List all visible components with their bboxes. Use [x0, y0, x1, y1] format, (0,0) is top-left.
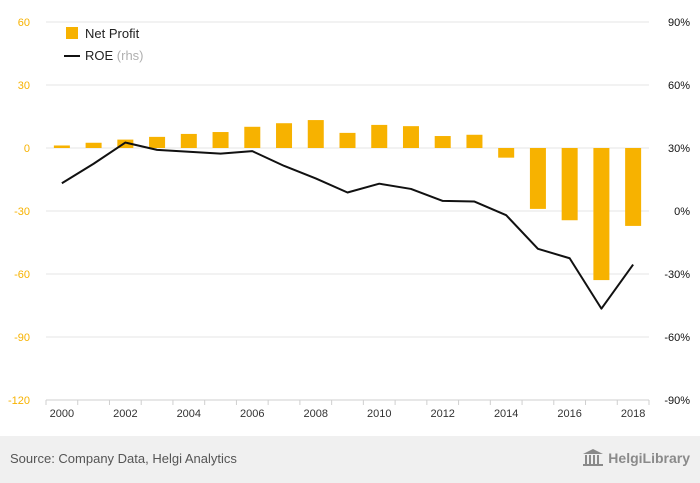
x-tick-label: 2014 — [494, 408, 518, 420]
bar-net-profit — [117, 139, 134, 148]
bar-net-profit — [212, 132, 229, 148]
bar-net-profit — [434, 136, 451, 148]
y-right-tick-label: 90% — [668, 17, 690, 29]
y-right-tick-label: 0% — [674, 206, 690, 218]
bar-net-profit — [625, 148, 642, 226]
bar-net-profit — [498, 148, 515, 158]
x-tick-label: 2016 — [557, 408, 581, 420]
footer-band — [0, 436, 700, 483]
y-right-tick-label: -90% — [664, 395, 690, 407]
x-tick-label: 2012 — [430, 408, 454, 420]
bar-net-profit — [276, 123, 293, 148]
y-left-tick-label: -60 — [14, 269, 30, 281]
chart-canvas: 60 30 0 -30 -60 -90 -120 90% 60% 30% 0% -30% -60% -90… — [8, 17, 690, 420]
bar-net-profit — [53, 145, 70, 148]
brand-name: HelgiLibrary — [608, 450, 690, 466]
bar-net-profit — [339, 132, 356, 148]
x-tick-label: 2004 — [177, 408, 201, 420]
brand-logo[interactable]: HelgiLibrary — [582, 449, 690, 467]
x-tick-label: 2006 — [240, 408, 264, 420]
y-left-tick-label: 0 — [24, 143, 30, 155]
x-tick-label: 2000 — [50, 408, 74, 420]
line-roe — [61, 141, 634, 310]
bar-net-profit — [371, 124, 388, 148]
y-right-tick-label: 30% — [668, 143, 690, 155]
x-tick-label: 2008 — [304, 408, 328, 420]
legend-label-roe: ROE (rhs) — [85, 48, 144, 63]
bar-net-profit — [307, 120, 324, 148]
bar-net-profit — [561, 148, 578, 221]
bar-net-profit — [529, 148, 546, 209]
bar-net-profit — [466, 134, 483, 148]
bar-net-profit — [402, 126, 419, 148]
bar-net-profit — [180, 133, 197, 148]
x-tick-label: 2018 — [621, 408, 645, 420]
y-left-tick-label: -30 — [14, 206, 30, 218]
x-tick-label: 2010 — [367, 408, 391, 420]
bar-net-profit — [244, 126, 261, 148]
y-left-tick-label: -120 — [8, 395, 30, 407]
legend-label-roe-suffix: (rhs) — [113, 48, 143, 63]
y-left-tick-label: 60 — [18, 17, 30, 29]
y-left-tick-label: -90 — [14, 332, 30, 344]
legend-marker-net-profit — [66, 27, 78, 39]
x-tick-label: 2002 — [113, 408, 137, 420]
y-left-tick-label: 30 — [18, 80, 30, 92]
source-note: Source: Company Data, Helgi Analytics — [10, 451, 237, 466]
y-right-tick-label: 60% — [668, 80, 690, 92]
legend-label-roe-name: ROE — [85, 48, 114, 63]
bar-net-profit — [85, 142, 102, 148]
y-right-tick-label: -30% — [664, 269, 690, 281]
legend-label-net-profit: Net Profit — [85, 26, 140, 41]
bar-net-profit — [593, 148, 610, 281]
bar-net-profit — [149, 136, 166, 148]
y-right-tick-label: -60% — [664, 332, 690, 344]
library-building-icon — [583, 449, 604, 466]
